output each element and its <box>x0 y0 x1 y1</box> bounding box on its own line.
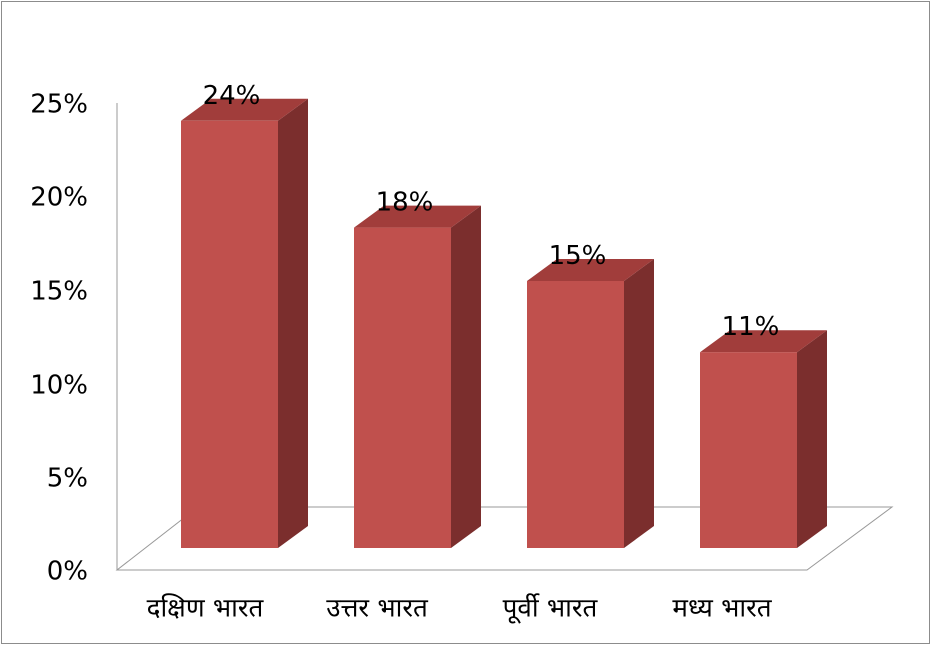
y-tick-label: 10% <box>30 371 88 401</box>
bar-top-face <box>527 259 654 281</box>
bar-side-face <box>624 259 654 548</box>
bar-front-face <box>700 352 797 548</box>
bar-top-face <box>354 205 481 228</box>
bar-side-face <box>278 98 308 549</box>
data-label: 11% <box>722 312 780 342</box>
bar-4 <box>700 330 827 548</box>
x-category-label: मध्य भारत <box>672 594 772 624</box>
x-category-label: दक्षिण भारत <box>147 593 265 624</box>
data-label: 15% <box>549 241 607 271</box>
data-label: 24% <box>203 81 261 111</box>
y-tick-label: 25% <box>30 90 88 120</box>
bar-side-face <box>451 205 481 548</box>
bar-3 <box>527 259 654 548</box>
bar-front-face <box>354 227 451 548</box>
data-label: 18% <box>376 188 434 218</box>
y-tick-label: 15% <box>30 277 88 307</box>
bar-side-face <box>797 330 827 548</box>
chart-floor <box>115 506 894 571</box>
bar-2 <box>354 205 481 548</box>
y-tick-label: 20% <box>30 183 88 213</box>
x-category-label: पूर्वी भारत <box>503 593 599 625</box>
y-tick-label: 5% <box>47 464 88 494</box>
bar-front-face <box>181 120 278 549</box>
y-tick-label: 0% <box>47 557 88 587</box>
bar-1 <box>181 98 308 549</box>
bar-front-face <box>527 281 624 548</box>
x-category-label: उत्तर भारत <box>326 594 429 624</box>
bar-top-face <box>181 98 308 121</box>
bar-top-face <box>700 330 827 353</box>
